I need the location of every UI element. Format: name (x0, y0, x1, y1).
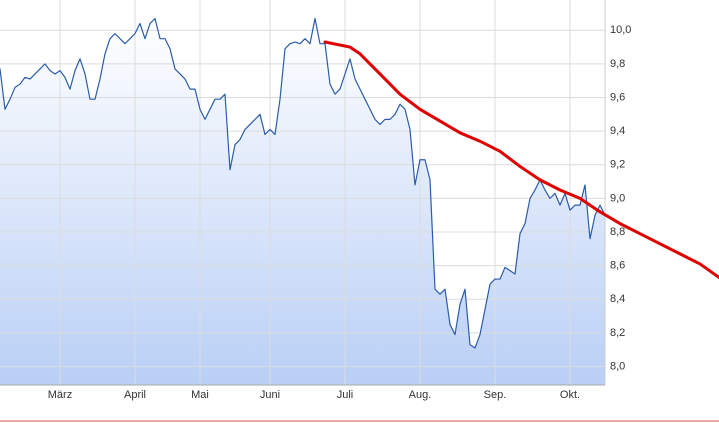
price-line (323, 40, 719, 279)
y-tick-label: 8,8 (610, 226, 625, 238)
x-tick-label: Okt. (560, 389, 580, 401)
y-tick-label: 10,0 (610, 24, 631, 36)
x-tick-label: Juli (337, 389, 354, 401)
y-tick-label: 9,2 (610, 159, 625, 171)
x-tick-label: Juni (260, 389, 280, 401)
x-tick-label: April (124, 389, 146, 401)
x-tick-label: März (48, 389, 72, 401)
y-tick-label: 9,0 (610, 192, 625, 204)
x-tick-label: Sep. (484, 389, 507, 401)
x-tick-label: Aug. (409, 389, 432, 401)
y-tick-label: 8,2 (610, 327, 625, 339)
y-tick-label: 9,6 (610, 91, 625, 103)
x-tick-label: Mai (191, 389, 209, 401)
y-tick-label: 8,0 (610, 360, 625, 372)
area (0, 18, 605, 386)
y-tick-label: 8,4 (610, 293, 625, 305)
price-line (0, 17, 606, 349)
y-tick-label: 8,6 (610, 260, 625, 272)
y-tick-label: 9,4 (610, 125, 625, 137)
y-tick-label: 9,8 (610, 58, 625, 70)
